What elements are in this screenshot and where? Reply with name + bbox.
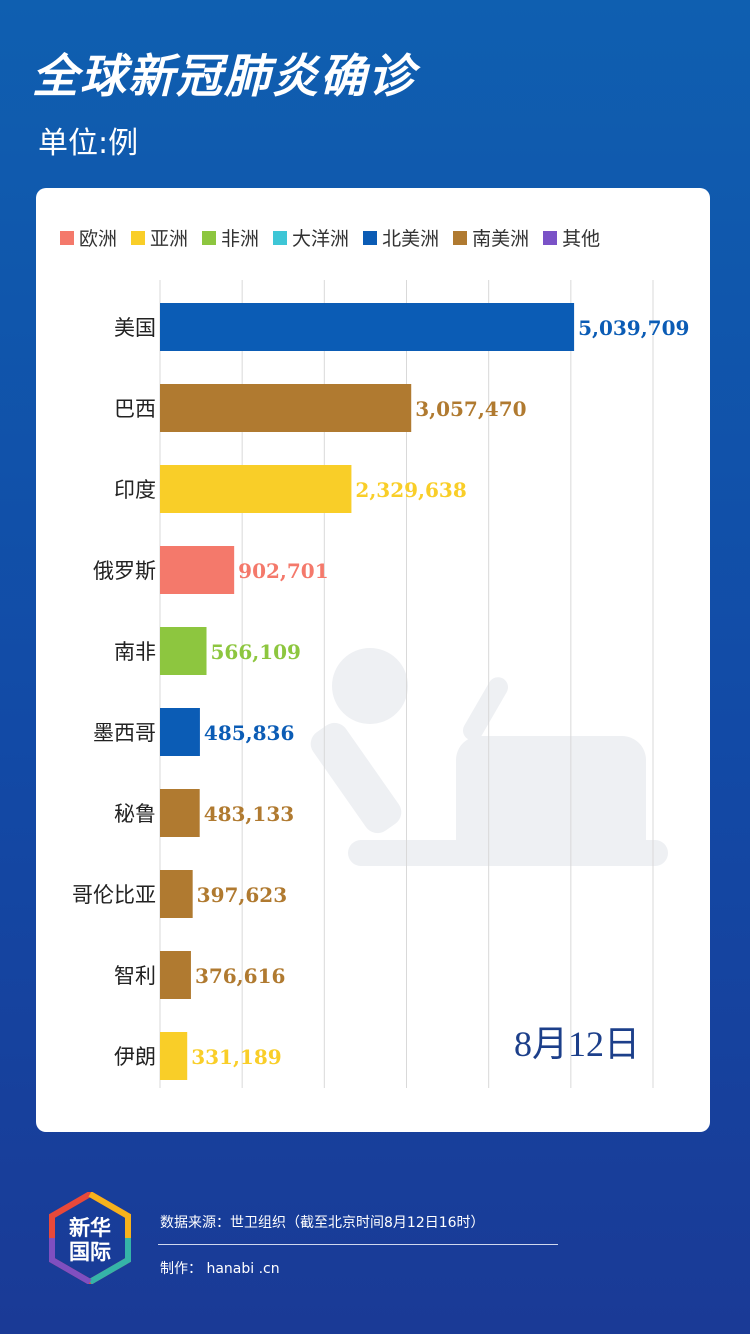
category-label: 哥伦比亚 <box>72 883 156 907</box>
data-source: 数据来源：世卫组织（截至北京时间8月12日16时） <box>160 1215 485 1231</box>
page-title: 全球新冠肺炎确诊 <box>32 49 416 103</box>
bar <box>160 546 235 594</box>
date-annotation: 8月12日 <box>514 1024 640 1064</box>
bar <box>160 789 200 837</box>
value-label: 485,836 <box>204 721 294 745</box>
value-label: 3,057,470 <box>415 397 526 421</box>
legend-swatch <box>202 230 217 245</box>
category-label: 秘鲁 <box>114 802 156 826</box>
legend-label: 南美洲 <box>472 228 530 250</box>
value-label: 397,623 <box>197 883 287 907</box>
footer-divider <box>158 1244 558 1245</box>
bar <box>160 384 412 432</box>
legend-label: 亚洲 <box>150 228 189 250</box>
value-label: 376,616 <box>195 964 285 988</box>
maker-credit: 制作： hanabi .cn <box>160 1261 280 1277</box>
legend-item: 北美洲 <box>363 224 439 251</box>
value-label: 2,329,638 <box>355 478 466 502</box>
bar <box>160 708 200 756</box>
category-label: 伊朗 <box>114 1045 156 1069</box>
legend-label: 非洲 <box>221 228 260 250</box>
category-label: 巴西 <box>114 397 156 421</box>
chart-card: 欧洲 亚洲 非洲 大洋洲 北美洲 南美洲 其他 美国 5,039,709 巴西 3,057,470… <box>36 188 710 1132</box>
category-label: 墨西哥 <box>93 721 156 745</box>
legend-swatch <box>453 230 468 245</box>
value-label: 5,039,709 <box>578 316 689 340</box>
category-label: 南非 <box>114 640 156 664</box>
logo-text-line: 国际 <box>69 1240 111 1264</box>
legend: 欧洲 亚洲 非洲 大洋洲 北美洲 南美洲 其他 <box>60 224 600 251</box>
legend-item: 欧洲 <box>60 224 117 251</box>
logo-text: 新华 国际 <box>44 1216 136 1264</box>
legend-label: 大洋洲 <box>292 228 350 250</box>
bar-chart: 美国 5,039,709 巴西 3,057,470 印度 2,329,638 俄罗斯 902,… <box>72 280 689 1088</box>
legend-swatch <box>543 230 558 245</box>
value-label: 331,189 <box>191 1045 281 1069</box>
category-label: 印度 <box>114 478 156 502</box>
legend-swatch <box>60 230 74 245</box>
legend-label: 欧洲 <box>79 228 118 250</box>
xinhua-logo-icon <box>49 1192 131 1284</box>
category-label: 美国 <box>114 316 156 340</box>
legend-item: 南美洲 <box>453 224 529 251</box>
value-label: 566,109 <box>211 640 301 664</box>
bar <box>160 951 191 999</box>
unit-label: 单位:例 <box>38 126 139 161</box>
bar <box>160 870 193 918</box>
bar <box>160 303 575 351</box>
watermark-icon <box>310 648 668 866</box>
legend-item: 非洲 <box>202 224 259 251</box>
legend-swatch <box>131 230 146 245</box>
legend-swatch <box>363 230 378 245</box>
value-label: 902,701 <box>238 559 328 583</box>
legend-item: 大洋洲 <box>273 224 349 251</box>
bar <box>160 1032 188 1080</box>
value-label: 483,133 <box>204 802 294 826</box>
category-label: 俄罗斯 <box>93 559 156 583</box>
logo-text-line: 新华 <box>69 1216 111 1240</box>
legend-label: 北美洲 <box>382 228 440 250</box>
legend-label: 其他 <box>562 228 601 250</box>
bar <box>160 627 207 675</box>
legend-swatch <box>273 230 288 245</box>
bar <box>160 465 352 513</box>
legend-item: 亚洲 <box>131 224 188 251</box>
legend-item: 其他 <box>543 224 600 251</box>
category-label: 智利 <box>114 964 156 988</box>
